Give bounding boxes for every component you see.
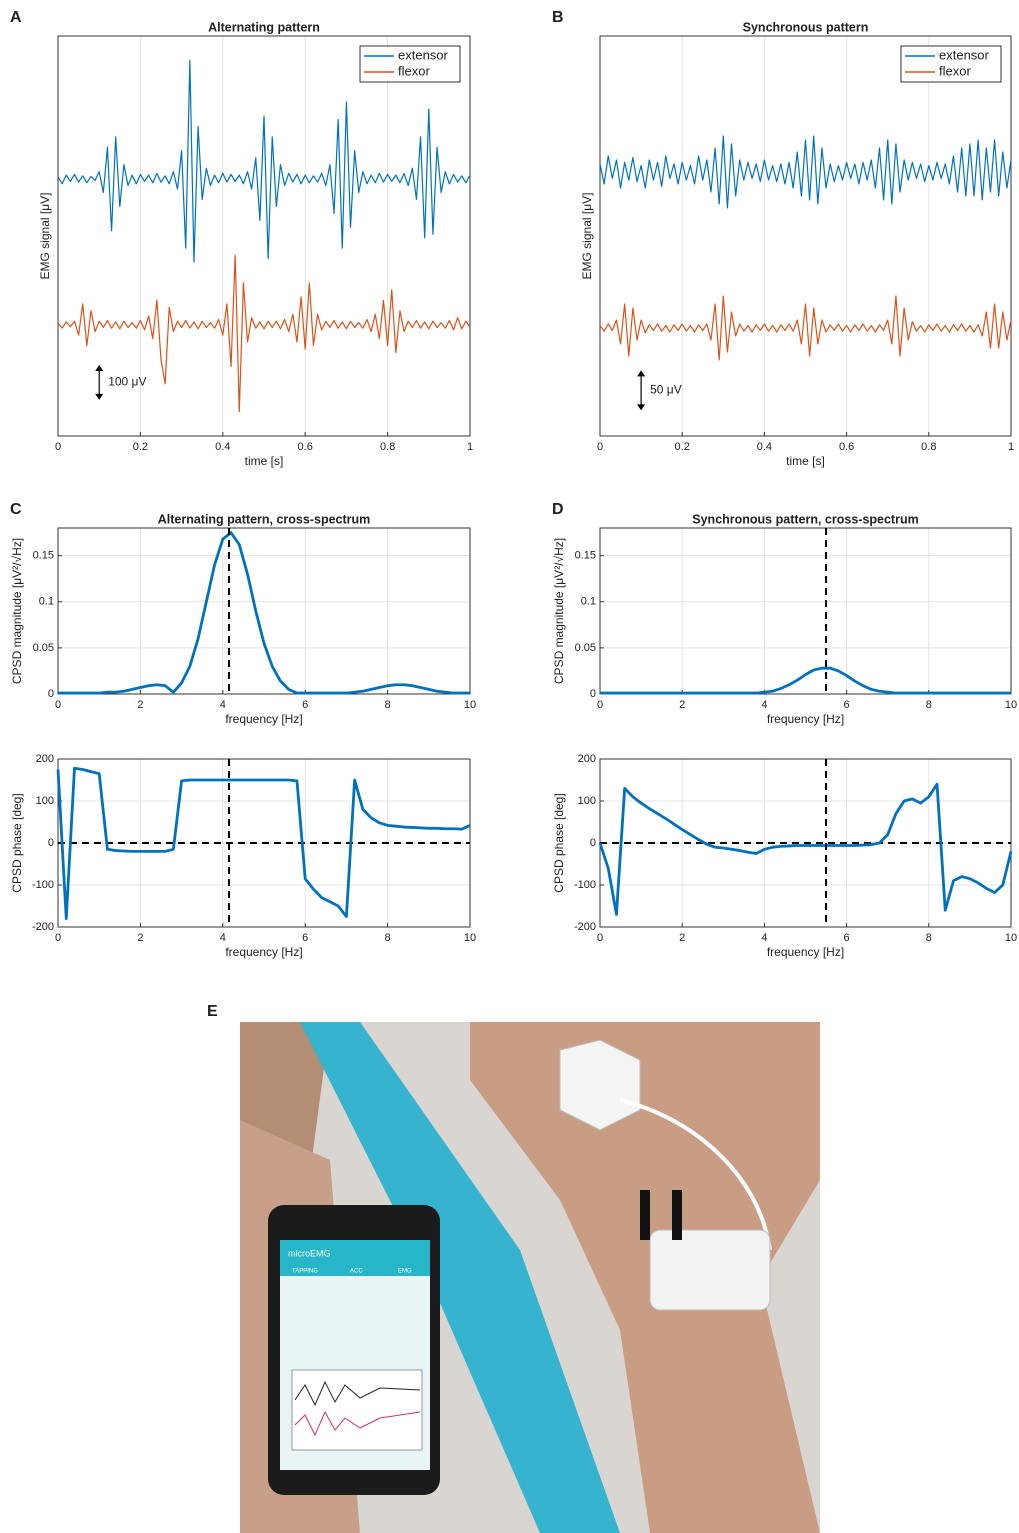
- legend-label: extensor: [939, 47, 990, 62]
- x-tick-label: 0.2: [675, 441, 690, 453]
- legend-label: extensor: [398, 47, 449, 62]
- panel-label: E: [207, 1003, 218, 1020]
- y-tick-label: 0: [590, 688, 596, 700]
- plot-area: [600, 36, 1011, 436]
- x-tick-label: 0: [55, 932, 61, 944]
- x-tick-label: 10: [1005, 932, 1017, 944]
- y-tick-label: -200: [574, 921, 596, 933]
- figure: microEMG TAPPING ACC EMG E 0 0.2 0.4 0.6 0.8…: [0, 0, 1019, 1533]
- y-tick-label: 200: [36, 753, 54, 765]
- panel-label: B: [552, 9, 564, 26]
- y-axis-label: CPSD phase [deg]: [552, 793, 566, 892]
- y-tick-label: 0.05: [575, 642, 596, 654]
- y-tick-label: 0: [48, 837, 54, 849]
- x-tick-label: 4: [220, 932, 226, 944]
- x-tick-label: 1: [1008, 441, 1014, 453]
- x-tick-label: 0: [597, 699, 603, 711]
- app-title: microEMG: [288, 1248, 331, 1258]
- x-axis-label: frequency [Hz]: [767, 945, 844, 959]
- y-tick-label: -100: [574, 879, 596, 891]
- tab[interactable]: EMG: [398, 1269, 412, 1275]
- y-tick-label: 0.15: [33, 550, 54, 562]
- x-axis-label: frequency [Hz]: [225, 945, 302, 959]
- x-tick-label: 10: [464, 699, 476, 711]
- phone-plot: [292, 1370, 422, 1450]
- y-axis-label: EMG signal [μV]: [580, 193, 594, 280]
- x-axis-label: frequency [Hz]: [225, 712, 302, 726]
- y-tick-label: 0: [590, 837, 596, 849]
- x-tick-label: 10: [464, 932, 476, 944]
- y-tick-label: -200: [32, 921, 54, 933]
- x-tick-label: 8: [926, 699, 932, 711]
- y-axis-label: CPSD phase [deg]: [10, 793, 24, 892]
- x-axis-label: time [s]: [786, 454, 825, 468]
- electrode: [560, 1040, 640, 1130]
- x-tick-label: 4: [761, 932, 767, 944]
- photo: microEMG TAPPING ACC EMG E: [207, 1003, 820, 1533]
- y-axis-label: CPSD magnitude [μV²/√Hz]: [552, 538, 566, 684]
- x-tick-label: 0.2: [133, 441, 148, 453]
- x-tick-label: 0.8: [380, 441, 395, 453]
- y-tick-label: 0: [48, 688, 54, 700]
- x-tick-label: 0: [55, 441, 61, 453]
- chart-title: Synchronous pattern: [743, 20, 869, 34]
- device: [650, 1230, 770, 1310]
- x-tick-label: 6: [302, 699, 308, 711]
- x-tick-label: 0.6: [298, 441, 313, 453]
- chart-title: Alternating pattern: [208, 20, 320, 34]
- x-tick-label: 2: [137, 932, 143, 944]
- x-tick-label: 8: [385, 699, 391, 711]
- tab[interactable]: TAPPING: [292, 1269, 318, 1275]
- x-axis-label: frequency [Hz]: [767, 712, 844, 726]
- connector: [640, 1190, 650, 1240]
- y-axis-label: EMG signal [μV]: [38, 193, 52, 280]
- x-tick-label: 0.4: [215, 441, 230, 453]
- y-tick-label: -100: [32, 879, 54, 891]
- x-tick-label: 0.8: [921, 441, 936, 453]
- y-tick-label: 0.05: [33, 642, 54, 654]
- y-axis-label: CPSD magnitude [μV²/√Hz]: [10, 538, 24, 684]
- panel-label: A: [10, 9, 22, 26]
- panel-label: D: [552, 501, 564, 518]
- chart-title: Alternating pattern, cross-spectrum: [158, 512, 371, 526]
- y-tick-label: 0.1: [581, 596, 596, 608]
- x-tick-label: 0: [597, 441, 603, 453]
- x-tick-label: 8: [385, 932, 391, 944]
- plot-area: [600, 528, 1011, 694]
- x-tick-label: 2: [679, 932, 685, 944]
- y-tick-label: 100: [36, 795, 54, 807]
- x-tick-label: 1: [467, 441, 473, 453]
- legend-label: flexor: [398, 63, 430, 78]
- y-tick-label: 100: [578, 795, 596, 807]
- x-tick-label: 6: [844, 699, 850, 711]
- x-tick-label: 10: [1005, 699, 1017, 711]
- x-tick-label: 6: [844, 932, 850, 944]
- x-tick-label: 2: [679, 699, 685, 711]
- tab[interactable]: ACC: [350, 1269, 363, 1275]
- x-tick-label: 0: [55, 699, 61, 711]
- x-axis-label: time [s]: [245, 454, 284, 468]
- y-tick-label: 0.1: [39, 596, 54, 608]
- plot-area: [58, 528, 470, 694]
- y-tick-label: 0.15: [575, 550, 596, 562]
- x-tick-label: 6: [302, 932, 308, 944]
- legend-label: flexor: [939, 63, 971, 78]
- connector: [672, 1190, 682, 1240]
- x-tick-label: 4: [220, 699, 226, 711]
- scale-label: 100 μV: [108, 375, 146, 389]
- y-tick-label: 200: [578, 753, 596, 765]
- x-tick-label: 2: [137, 699, 143, 711]
- chart-title: Synchronous pattern, cross-spectrum: [692, 512, 918, 526]
- scale-label: 50 μV: [650, 383, 682, 397]
- panel-label: C: [10, 501, 22, 518]
- x-tick-label: 8: [926, 932, 932, 944]
- x-tick-label: 0: [597, 932, 603, 944]
- x-tick-label: 0.4: [757, 441, 772, 453]
- x-tick-label: 0.6: [839, 441, 854, 453]
- x-tick-label: 4: [761, 699, 767, 711]
